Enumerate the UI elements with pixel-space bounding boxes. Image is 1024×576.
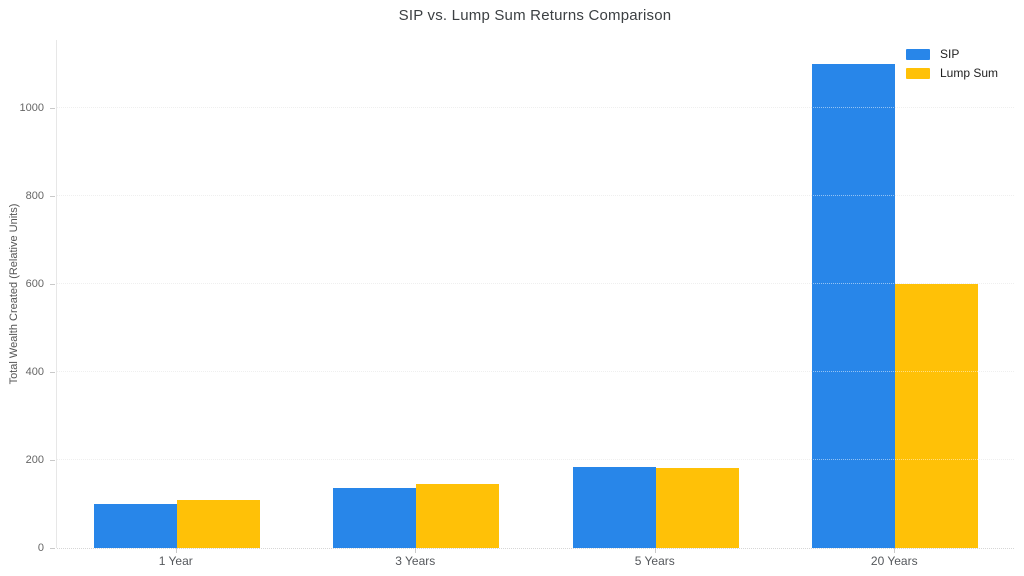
plot-area [56,40,1014,549]
bar-sip-3-years [333,487,417,548]
y-tick-label-400: 400 [25,366,44,379]
chart-title: SIP vs. Lump Sum Returns Comparison [398,7,672,24]
y-tick-label-600: 600 [25,278,44,291]
y-tick-label-800: 800 [25,190,44,203]
bar-sip-20-years [812,64,896,548]
y-tick-label-1000: 1000 [19,102,44,115]
x-tick-label-20-years: 20 Years [870,554,918,568]
x-tick-mark-20-years [894,548,895,553]
legend-item-sip: SIP [906,47,998,61]
x-tick-label-3-years: 3 Years [395,554,436,568]
y-axis-title: Total Wealth Created (Relative Units) [8,203,20,385]
y-tick-mark-0 [50,548,55,549]
y-tick-mark-1000 [50,108,55,109]
x-tick-mark-5-years [655,548,656,553]
y-tick-mark-400 [50,372,55,373]
bar-lump-sum-1-year [176,499,260,548]
bar-sip-1-year [93,504,177,548]
bar-lump-sum-20-years [895,284,979,548]
legend-label-lump-sum: Lump Sum [940,66,999,80]
bar-sip-5-years [572,466,656,548]
y-tick-label-200: 200 [25,454,44,467]
legend-item-lump-sum: Lump Sum [906,66,998,80]
legend-label-sip: SIP [940,47,960,61]
x-tick-mark-3-years [415,548,416,553]
x-tick-mark-1-year [176,548,177,553]
legend-swatch-sip [906,48,930,60]
legend: SIP Lump Sum [906,47,998,85]
y-tick-mark-800 [50,196,55,197]
x-tick-label-5-years: 5 Years [634,554,675,568]
y-tick-mark-600 [50,284,55,285]
y-tick-mark-200 [50,460,55,461]
bar-lump-sum-5-years [655,468,739,548]
y-tick-label-0: 0 [37,542,44,554]
legend-swatch-lump-sum [906,67,930,79]
bar-lump-sum-3-years [416,484,500,548]
x-axis-line [57,548,1014,549]
x-tick-label-1-year: 1 Year [158,554,193,568]
